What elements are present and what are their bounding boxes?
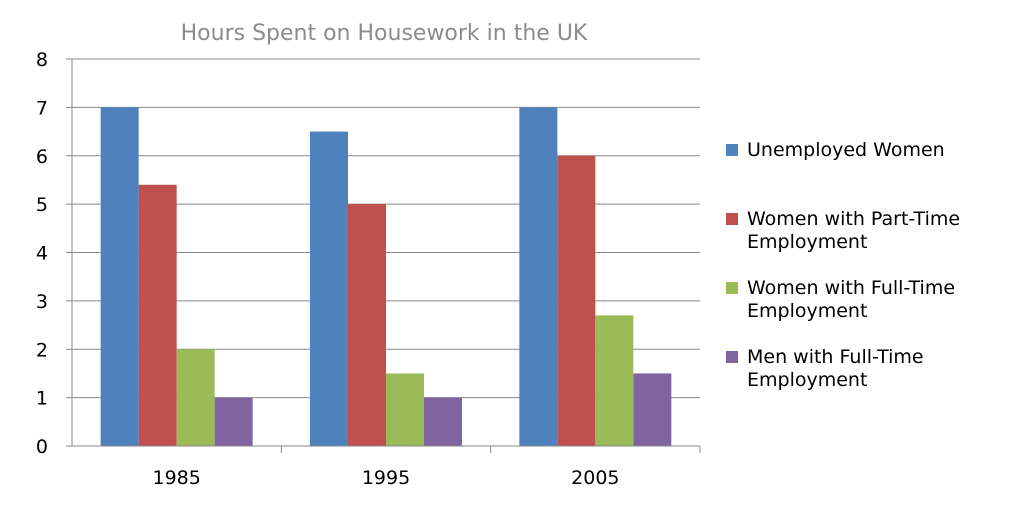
- chart-title: Hours Spent on Housework in the UK: [181, 21, 588, 46]
- legend-item: Unemployed Women: [726, 139, 945, 161]
- legend-label: Men with Full-Time Employment: [747, 346, 924, 391]
- x-category-label: 1985: [152, 467, 200, 489]
- y-tick-label: 5: [36, 194, 48, 216]
- y-tick-label: 3: [36, 291, 48, 313]
- bar-women-with-part-time-employment-1985: [138, 184, 177, 446]
- legend-swatch: [726, 351, 738, 363]
- bar-women-with-full-time-employment-1995: [386, 373, 424, 446]
- bar-unemployed-women-2005: [519, 107, 558, 446]
- y-tick-label: 2: [36, 339, 48, 361]
- legend-item: Women with Part-Time Employment: [726, 208, 960, 253]
- y-tick-label: 7: [36, 97, 48, 119]
- bar-unemployed-women-1985: [100, 107, 139, 446]
- bar-men-with-full-time-employment-1985: [214, 397, 253, 446]
- legend-swatch: [726, 282, 738, 294]
- bar-women-with-full-time-employment-1985: [176, 349, 215, 446]
- legend-swatch: [726, 144, 738, 156]
- bar-men-with-full-time-employment-1995: [424, 397, 462, 446]
- y-tick-label: 0: [36, 436, 48, 458]
- legend-item: Men with Full-Time Employment: [726, 346, 924, 391]
- bar-women-with-part-time-employment-2005: [557, 155, 596, 446]
- bar-men-with-full-time-employment-2005: [633, 373, 672, 446]
- y-tick-label: 4: [36, 243, 48, 265]
- y-tick-label: 1: [36, 388, 48, 410]
- y-tick-label: 8: [36, 49, 48, 71]
- legend-item: Women with Full-Time Employment: [726, 277, 955, 322]
- bar-unemployed-women-1995: [310, 131, 348, 446]
- legend-label: Women with Full-Time Employment: [747, 277, 955, 322]
- x-category-label: 2005: [571, 467, 619, 489]
- bar-women-with-part-time-employment-1995: [348, 204, 386, 446]
- y-tick-label: 6: [36, 146, 48, 168]
- x-category-label: 1995: [362, 467, 410, 489]
- legend-label: Unemployed Women: [747, 139, 945, 161]
- legend-label: Women with Part-Time Employment: [747, 208, 960, 253]
- bar-women-with-full-time-employment-2005: [595, 315, 634, 446]
- legend-swatch: [726, 213, 738, 225]
